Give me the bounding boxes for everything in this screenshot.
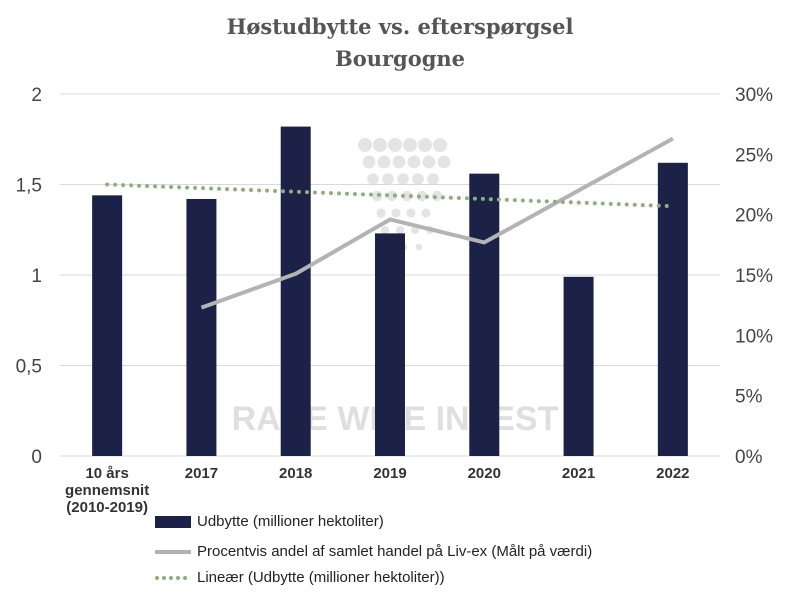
- x-tick-label: 2020: [468, 465, 501, 482]
- watermark-logo: [358, 138, 451, 251]
- x-tick-label: 2019: [373, 465, 406, 482]
- x-tick-label: (2010-2019): [66, 499, 148, 516]
- legend-item-trend: Lineær (Udbytte (millioner hektoliter)): [155, 569, 445, 586]
- bar: [92, 195, 123, 457]
- legend-swatch-line: [155, 549, 191, 554]
- legend-swatch-trend: [155, 575, 191, 580]
- x-tick-label: 10 års: [85, 465, 128, 482]
- y-right-tick-label: 10%: [735, 326, 773, 347]
- legend-item-bars: Udbytte (millioner hektoliter): [155, 513, 384, 530]
- legend-label: Lineær (Udbytte (millioner hektoliter)): [197, 569, 445, 586]
- y-left-tick-label: 0: [31, 447, 42, 468]
- trendline: [105, 182, 675, 209]
- y-left-tick-label: 1,5: [16, 176, 42, 197]
- bar: [375, 233, 405, 456]
- legend-item-line: Procentvis andel af samlet handel på Liv…: [155, 543, 592, 560]
- x-tick-label: 2022: [656, 465, 689, 482]
- y-right-tick-label: 5%: [735, 387, 763, 408]
- x-tick-label: 2018: [279, 465, 312, 482]
- y-left-tick-label: 1: [31, 266, 42, 287]
- chart-title: Høstudbytte vs. efterspørgsel: [226, 14, 574, 39]
- y-right-tick-label: 20%: [735, 206, 773, 227]
- x-tick-label: 2021: [562, 465, 595, 482]
- y-right-tick-label: 15%: [735, 266, 773, 287]
- legend-swatch-bar: [155, 515, 191, 528]
- x-tick-label: gennemsnit: [65, 482, 149, 499]
- x-tick-label: 2017: [185, 465, 218, 482]
- bar: [563, 276, 594, 456]
- line-series: [200, 136, 674, 310]
- y-left-tick-label: 0,5: [16, 357, 42, 378]
- legend-label: Udbytte (millioner hektoliter): [197, 513, 384, 530]
- bar: [186, 198, 217, 457]
- bar: [657, 162, 688, 456]
- y-right-tick-label: 30%: [735, 85, 773, 106]
- bar: [280, 126, 311, 456]
- y-right-tick-label: 0%: [735, 447, 763, 468]
- chart-subtitle: Bourgogne: [334, 46, 466, 71]
- y-right-tick-label: 25%: [735, 145, 773, 166]
- bar: [469, 173, 500, 456]
- legend-label: Procentvis andel af samlet handel på Liv…: [197, 543, 593, 560]
- y-left-tick-label: 2: [31, 85, 42, 106]
